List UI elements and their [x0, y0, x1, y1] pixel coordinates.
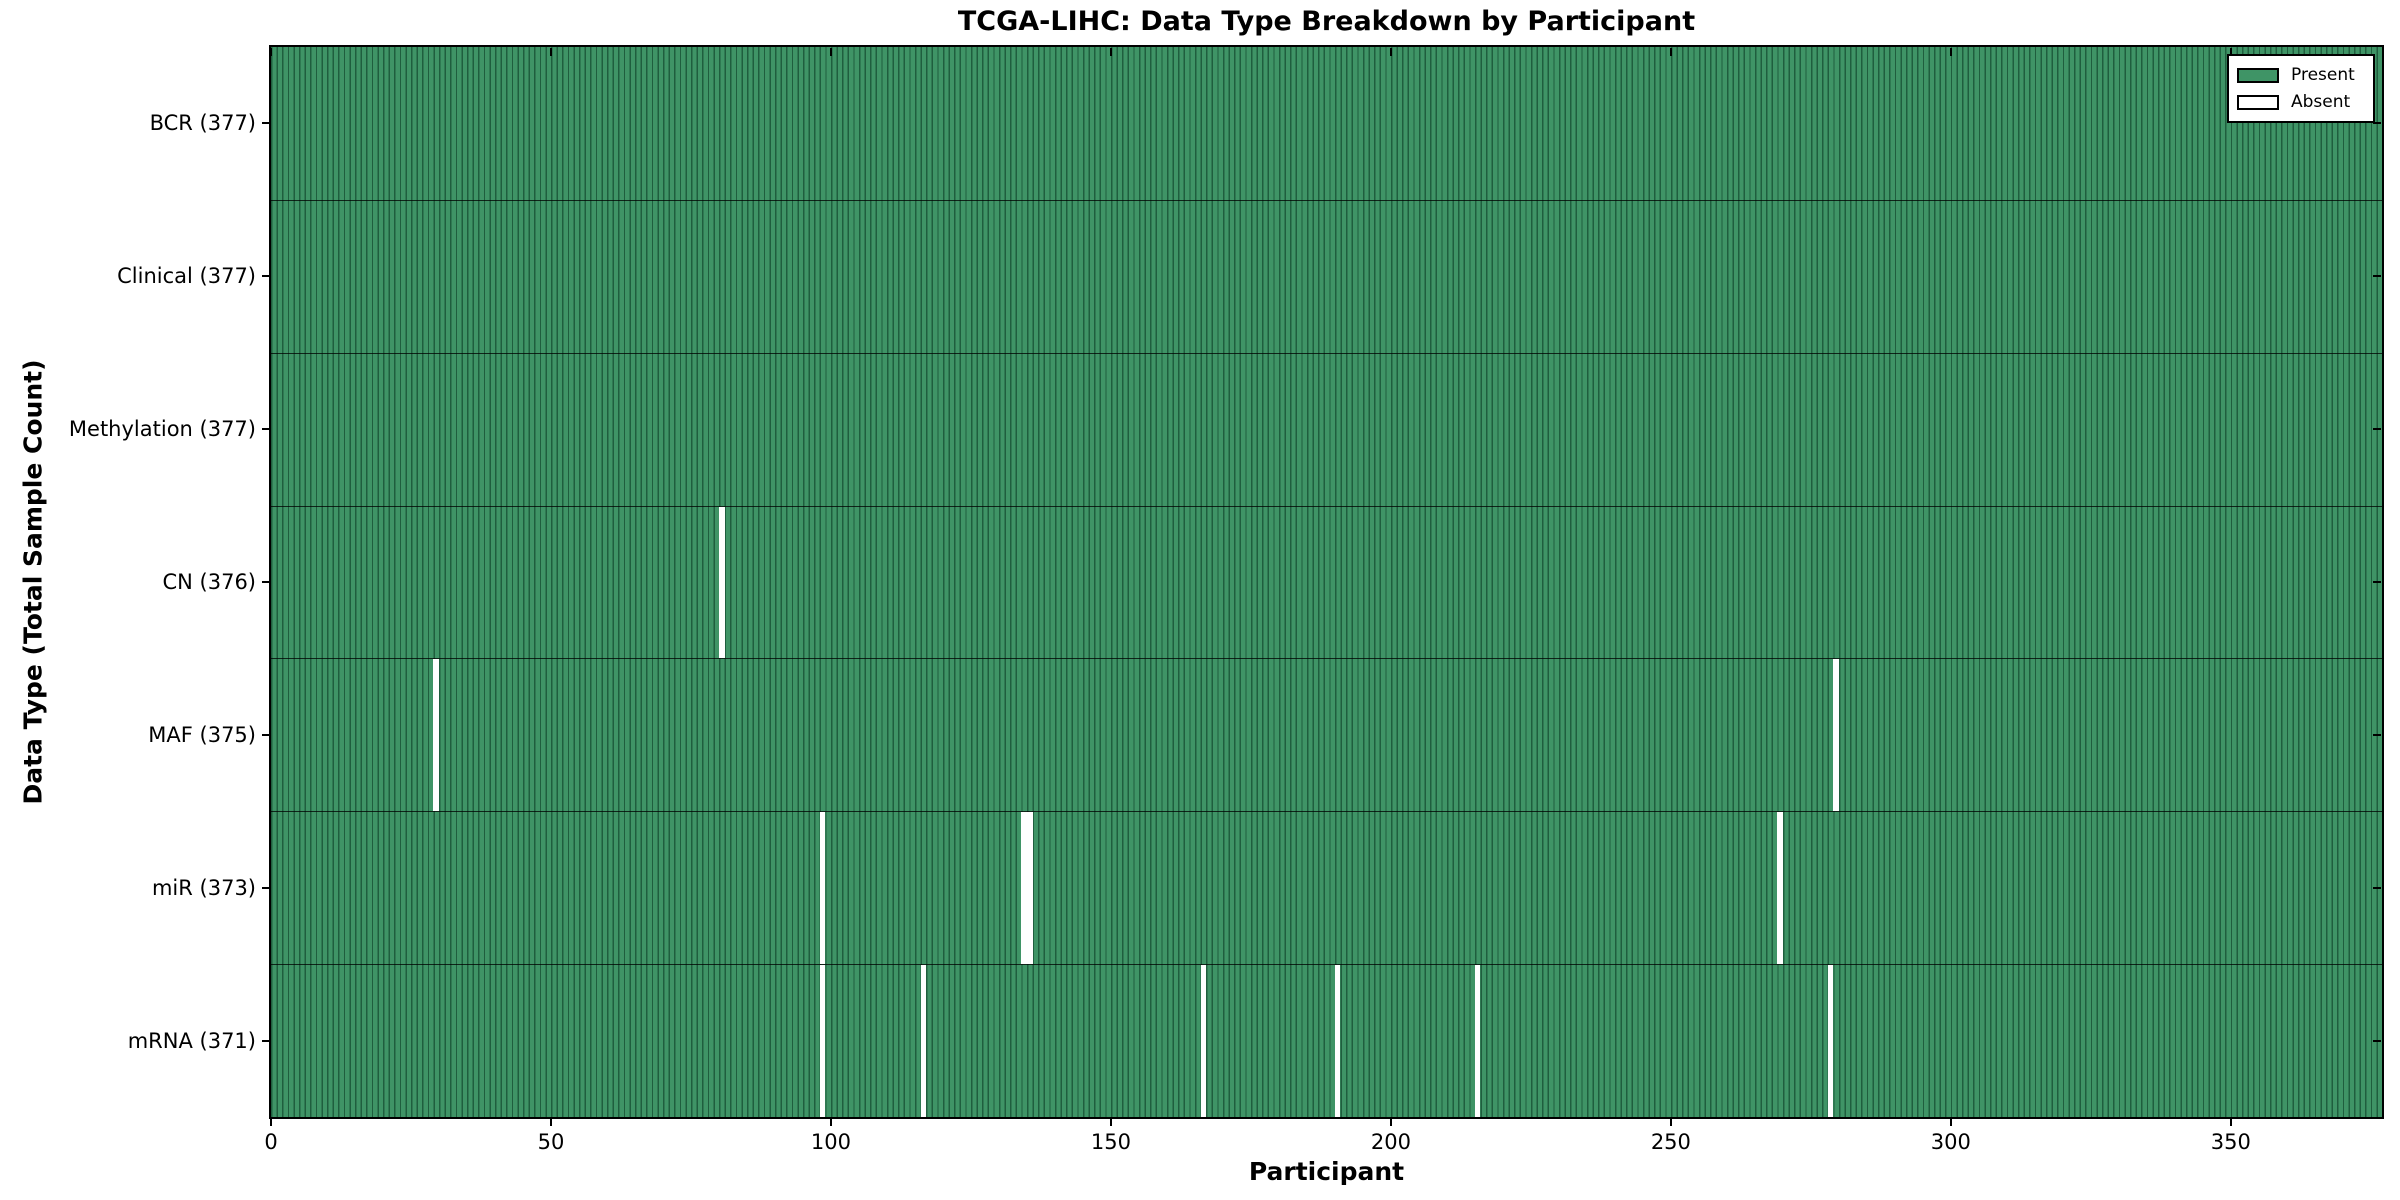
x-tick-label-200: 200 [1370, 1130, 1411, 1154]
legend-label-present: Present [2291, 65, 2355, 85]
y-tick-right [2373, 733, 2381, 736]
x-tick-top [1669, 48, 1672, 56]
x-tick-bottom [829, 1118, 832, 1126]
y-tick-label-clinical: Clinical (377) [117, 264, 256, 289]
x-tick-label-300: 300 [1930, 1130, 1971, 1154]
x-tick-label-0: 0 [264, 1130, 278, 1154]
absent-gap-mrna-215 [1474, 965, 1481, 1117]
y-tick-left [262, 428, 270, 431]
chart-title: TCGA-LIHC: Data Type Breakdown by Partic… [957, 6, 1696, 37]
y-tick-label-cn: CN (376) [162, 570, 256, 594]
legend-label-absent: Absent [2291, 92, 2351, 112]
x-tick-label-100: 100 [810, 1130, 851, 1154]
y-tick-left [262, 733, 270, 736]
absent-gap-mrna-116 [920, 965, 927, 1117]
y-tick-right [2373, 1039, 2381, 1042]
absent-gap-mir-134 [1021, 812, 1027, 966]
y-tick-left [262, 122, 270, 125]
presence-row-maf [271, 658, 2382, 813]
absent-gap-mir-269 [1777, 812, 1783, 966]
y-tick-left [262, 886, 270, 889]
absent-gap-mir-135 [1026, 812, 1033, 966]
x-tick-label-150: 150 [1090, 1130, 1131, 1154]
absent-gap-mrna-98 [819, 965, 826, 1117]
y-tick-label-bcr: BCR (377) [149, 111, 256, 136]
absent-gap-maf-279 [1833, 659, 1839, 813]
y-tick-label-mrna: mRNA (371) [127, 1028, 256, 1053]
presence-row-mrna [271, 964, 2382, 1117]
y-tick-label-maf: MAF (375) [148, 722, 256, 747]
x-tick-top [270, 48, 272, 56]
x-tick-top [1109, 48, 1112, 56]
x-tick-top [549, 48, 552, 56]
x-tick-top [1389, 48, 1392, 56]
presence-row-methylation [271, 352, 2382, 507]
presence-row-clinical [271, 199, 2382, 354]
absent-swatch-icon [2237, 94, 2279, 110]
x-axis-label: Participant [1248, 1157, 1405, 1186]
plot-area [271, 47, 2382, 1117]
absent-gap-mrna-166 [1200, 965, 1207, 1117]
legend-entry-absent: Absent [2237, 92, 2365, 112]
x-tick-bottom [1389, 1118, 1392, 1126]
y-tick-label-mir: miR (373) [151, 875, 256, 900]
x-tick-top [2229, 48, 2232, 56]
absent-gap-mrna-190 [1334, 965, 1341, 1117]
absent-gap-mir-98 [819, 812, 826, 966]
x-tick-label-350: 350 [2210, 1130, 2251, 1154]
absent-gap-maf-29 [433, 659, 439, 813]
absent-gap-cn-80 [718, 506, 725, 660]
x-tick-bottom [549, 1118, 552, 1126]
y-tick-left [262, 581, 270, 583]
y-tick-right [2373, 886, 2381, 889]
x-tick-bottom [1669, 1118, 1672, 1126]
presence-row-mir [271, 811, 2382, 966]
y-tick-right [2373, 428, 2381, 431]
y-tick-label-methylation: Methylation (377) [68, 417, 256, 442]
x-tick-bottom [270, 1118, 272, 1126]
presence-row-bcr [271, 47, 2382, 201]
y-tick-right [2373, 581, 2381, 583]
y-tick-right [2373, 122, 2381, 125]
x-tick-label-250: 250 [1650, 1130, 1691, 1154]
y-tick-left [262, 275, 270, 278]
x-tick-bottom [1949, 1118, 1952, 1126]
legend-entry-present: Present [2237, 65, 2365, 85]
x-tick-top [829, 48, 832, 56]
presence-row-cn [271, 505, 2382, 660]
x-tick-label-50: 50 [537, 1130, 565, 1154]
x-tick-bottom [1109, 1118, 1112, 1126]
present-swatch-icon [2237, 67, 2279, 83]
x-tick-top [1949, 48, 1952, 56]
y-tick-left [262, 1039, 270, 1042]
absent-gap-mrna-278 [1827, 965, 1834, 1117]
y-tick-right [2373, 275, 2381, 278]
x-tick-bottom [2229, 1118, 2232, 1126]
legend: Present Absent [2227, 54, 2375, 123]
